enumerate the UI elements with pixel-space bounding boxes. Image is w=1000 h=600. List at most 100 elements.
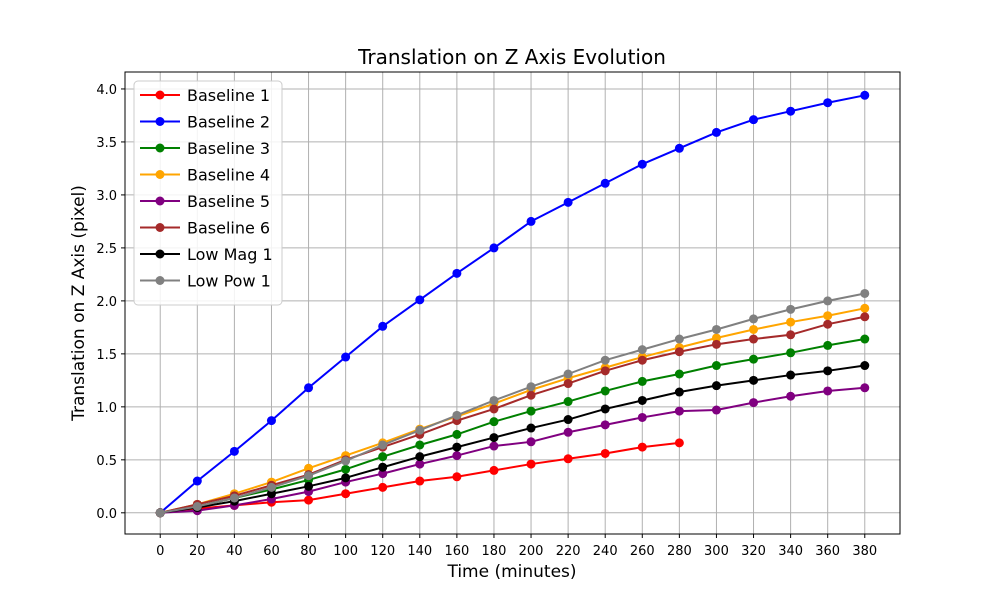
data-point-baseline-5: [860, 383, 870, 393]
x-tick-label: 160: [444, 544, 469, 559]
data-point-low-pow-1: [563, 369, 573, 379]
data-point-baseline-4: [823, 311, 833, 321]
x-tick-label: 360: [815, 544, 840, 559]
data-point-low-pow-1: [229, 493, 239, 503]
x-tick-label: 100: [333, 544, 358, 559]
data-point-low-mag-1: [341, 473, 351, 483]
data-point-baseline-3: [563, 397, 573, 407]
data-point-baseline-3: [860, 334, 870, 344]
x-tick-label: 120: [370, 544, 395, 559]
legend-marker: [155, 117, 165, 126]
data-point-baseline-5: [489, 441, 499, 451]
data-series: [155, 90, 870, 518]
x-tick-label: 140: [407, 544, 432, 559]
data-point-low-mag-1: [860, 361, 870, 371]
data-point-baseline-2: [229, 446, 239, 456]
data-point-baseline-1: [341, 489, 351, 499]
legend-item-baseline-6: Baseline 6: [140, 219, 270, 238]
data-point-baseline-3: [711, 361, 721, 371]
data-point-low-mag-1: [452, 442, 462, 452]
data-point-baseline-2: [563, 197, 573, 207]
data-point-low-mag-1: [489, 433, 499, 443]
data-point-baseline-6: [489, 404, 499, 414]
y-tick-label: 4.0: [96, 83, 117, 98]
y-tick-label: 2.5: [96, 242, 117, 257]
data-point-low-pow-1: [378, 440, 388, 450]
y-tick-label: 0.5: [96, 454, 117, 469]
data-point-baseline-5: [711, 405, 721, 415]
y-tick-label: 2.0: [96, 295, 117, 310]
legend-box: [133, 80, 283, 306]
data-point-baseline-2: [786, 106, 796, 116]
data-point-low-mag-1: [674, 387, 684, 397]
data-point-low-mag-1: [637, 395, 647, 405]
series-low-pow-1: [155, 288, 870, 518]
data-point-baseline-5: [452, 451, 462, 461]
legend-item-baseline-2: Baseline 2: [140, 113, 270, 132]
data-point-baseline-3: [637, 376, 647, 386]
legend-label: Baseline 5: [187, 192, 270, 211]
data-point-low-pow-1: [786, 304, 796, 314]
x-axis-label: Time (minutes): [446, 562, 576, 582]
data-point-baseline-6: [526, 390, 536, 400]
data-point-baseline-1: [452, 472, 462, 482]
data-point-baseline-5: [749, 398, 759, 408]
x-tick-label: 340: [778, 544, 803, 559]
data-point-baseline-1: [600, 448, 610, 458]
legend-marker: [155, 196, 165, 206]
data-point-baseline-2: [266, 416, 276, 426]
y-tick-label: 0.0: [96, 507, 117, 522]
legend-item-baseline-4: Baseline 4: [140, 166, 270, 185]
legend-item-baseline-3: Baseline 3: [140, 139, 270, 158]
series-baseline-2: [155, 90, 870, 518]
data-point-baseline-2: [600, 178, 610, 188]
y-tick-label: 1.5: [96, 348, 117, 363]
data-point-low-pow-1: [192, 501, 202, 511]
x-tick-label: 300: [704, 544, 729, 559]
data-point-low-pow-1: [674, 334, 684, 344]
data-point-baseline-3: [415, 440, 425, 450]
data-point-baseline-6: [674, 347, 684, 357]
data-point-baseline-2: [674, 143, 684, 153]
data-point-baseline-6: [563, 379, 573, 389]
x-tick-label: 380: [852, 544, 877, 559]
data-point-baseline-2: [415, 295, 425, 305]
series-line-baseline-4: [160, 307, 865, 514]
data-point-baseline-2: [637, 159, 647, 169]
series-line-low-pow-1: [160, 292, 865, 514]
series-line-baseline-6: [160, 315, 865, 514]
data-point-baseline-5: [563, 427, 573, 437]
legend-label: Baseline 1: [187, 86, 270, 105]
data-point-baseline-2: [452, 268, 462, 278]
x-tick-label: 280: [667, 544, 692, 559]
data-point-baseline-2: [749, 115, 759, 125]
x-tick-label: 180: [482, 544, 507, 559]
axis-ticks: 0 20 40 60 80 100 120 140 160 180 200 220 240 260 280 3…: [96, 83, 877, 559]
data-point-baseline-2: [489, 243, 499, 253]
data-point-low-pow-1: [526, 382, 536, 392]
data-point-baseline-3: [786, 348, 796, 358]
data-point-baseline-5: [600, 420, 610, 430]
legend-label: Baseline 4: [187, 166, 270, 185]
legend-label: Low Mag 1: [187, 245, 273, 264]
data-point-baseline-3: [526, 406, 536, 416]
data-point-low-pow-1: [600, 355, 610, 365]
data-point-baseline-3: [341, 464, 351, 474]
x-tick-label: 20: [189, 544, 206, 559]
x-tick-label: 0: [156, 544, 164, 559]
data-point-baseline-2: [304, 383, 314, 393]
data-point-baseline-5: [674, 406, 684, 416]
legend-marker: [155, 90, 165, 100]
x-tick-label: 220: [556, 544, 581, 559]
data-point-baseline-3: [600, 386, 610, 396]
x-tick-label: 200: [519, 544, 544, 559]
data-point-baseline-6: [860, 312, 870, 322]
legend-marker: [155, 143, 165, 153]
data-point-baseline-5: [637, 412, 647, 422]
data-point-baseline-6: [600, 366, 610, 376]
series-line-baseline-2: [159, 94, 865, 514]
data-point-low-mag-1: [600, 404, 610, 414]
data-point-baseline-2: [860, 90, 870, 100]
data-point-baseline-1: [415, 476, 425, 486]
